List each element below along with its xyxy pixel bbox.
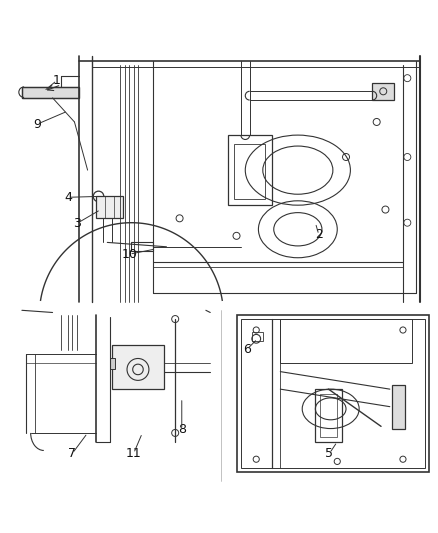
Bar [252, 332, 263, 341]
Text: 8: 8 [178, 423, 186, 436]
Bar [22, 87, 79, 98]
Bar [131, 243, 153, 251]
Bar [320, 393, 337, 437]
Bar [315, 389, 342, 442]
Text: 11: 11 [126, 447, 141, 460]
Bar [234, 144, 265, 199]
Bar [96, 197, 123, 219]
Bar [237, 314, 429, 472]
Bar [110, 359, 115, 369]
Text: 10: 10 [121, 248, 137, 261]
Bar [392, 385, 405, 429]
Bar [241, 319, 425, 468]
Bar [280, 319, 412, 363]
Text: 7: 7 [68, 447, 76, 460]
Text: 2: 2 [315, 229, 323, 241]
Text: 6: 6 [243, 343, 251, 356]
Text: 5: 5 [325, 447, 333, 460]
Text: 3: 3 [73, 217, 81, 230]
Bar [372, 83, 394, 100]
Bar [112, 345, 164, 389]
Text: 1: 1 [53, 74, 61, 87]
Bar [228, 135, 272, 205]
Text: 4: 4 [64, 191, 72, 204]
Text: 9: 9 [33, 118, 41, 131]
